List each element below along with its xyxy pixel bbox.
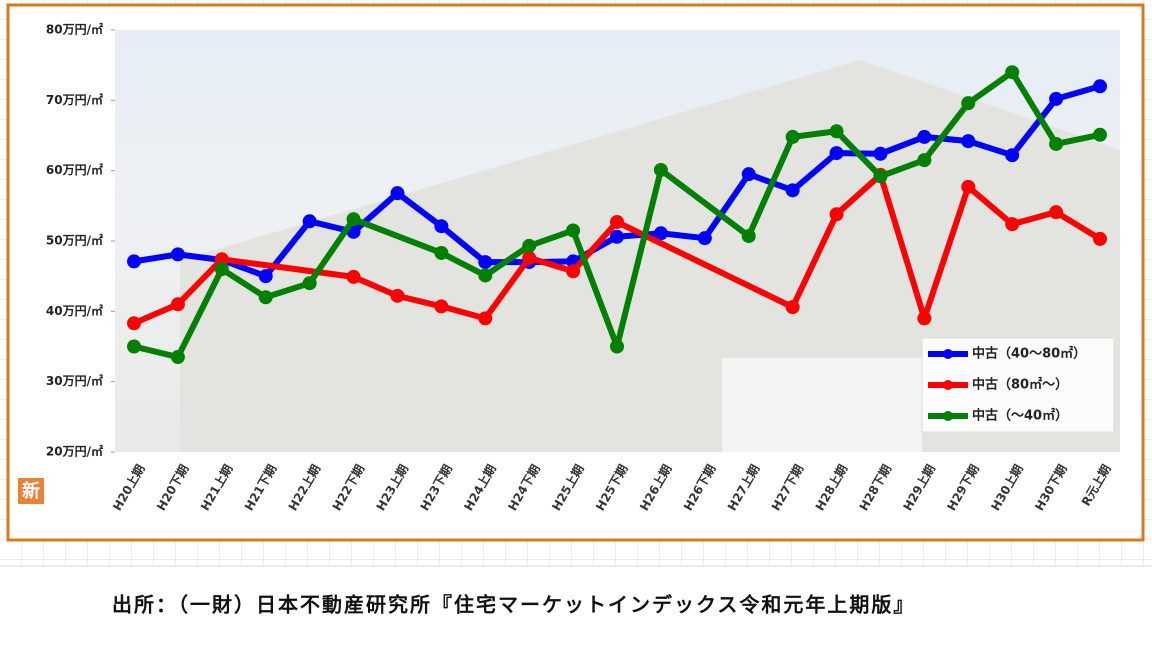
- point: [566, 264, 581, 279]
- point: [127, 316, 141, 331]
- point: [785, 129, 800, 144]
- point: [127, 339, 141, 354]
- source-row: [0, 566, 1152, 648]
- point: [829, 207, 844, 222]
- point: [697, 231, 712, 246]
- point: [1005, 148, 1020, 163]
- point: [1093, 231, 1107, 246]
- y-tick-label: 80万円/㎡: [46, 22, 103, 37]
- point: [873, 169, 888, 184]
- point: [522, 238, 537, 253]
- point: [478, 255, 493, 270]
- badge-bg: [18, 478, 44, 504]
- point: [610, 229, 624, 244]
- point: [1093, 79, 1107, 94]
- point: [258, 290, 273, 305]
- point: [170, 350, 185, 365]
- legend-marker: [943, 411, 953, 421]
- point: [961, 179, 976, 194]
- legend-label: 中古（40～80㎡）: [972, 346, 1086, 362]
- point: [302, 276, 317, 291]
- point: [390, 186, 405, 201]
- gap-connector: [350, 216, 445, 256]
- point: [917, 311, 932, 326]
- point: [522, 250, 537, 265]
- gap-connector: [218, 256, 357, 280]
- point: [829, 124, 844, 139]
- point: [434, 245, 449, 260]
- point: [829, 146, 844, 161]
- point: [917, 153, 932, 168]
- point: [566, 223, 581, 238]
- badge: 新: [22, 480, 40, 502]
- y-tick-label: 40万円/㎡: [46, 303, 103, 318]
- point: [917, 129, 932, 144]
- y-tick-label: 70万円/㎡: [46, 92, 103, 107]
- point: [1049, 136, 1064, 151]
- gap-connector: [657, 166, 752, 240]
- point: [653, 226, 668, 241]
- point: [1005, 217, 1020, 232]
- y-tick-label: 50万円/㎡: [46, 233, 103, 248]
- point: [478, 268, 493, 283]
- y-tick-label: 30万円/㎡: [46, 373, 103, 388]
- point: [390, 288, 405, 303]
- point: [214, 262, 229, 277]
- point: [610, 339, 624, 354]
- point: [127, 254, 141, 269]
- point: [346, 269, 361, 284]
- point: [1005, 65, 1020, 80]
- point: [170, 297, 185, 312]
- legend-marker: [943, 380, 953, 390]
- y-tick-label: 60万円/㎡: [46, 162, 103, 177]
- y-tick-label: 20万円/㎡: [46, 444, 103, 459]
- point: [434, 219, 449, 234]
- point: [170, 247, 185, 262]
- point: [961, 96, 976, 111]
- legend-marker: [943, 349, 953, 359]
- point: [214, 252, 229, 267]
- point: [610, 215, 624, 230]
- point: [1049, 205, 1064, 220]
- source-note: 出所：（一財）日本不動産研究所『住宅マーケットインデックス令和元年上期版』: [112, 593, 915, 617]
- point: [1093, 127, 1107, 142]
- point: [741, 167, 756, 182]
- legend-label: 中古（80㎡～）: [972, 377, 1068, 393]
- point: [961, 134, 976, 149]
- point: [873, 146, 888, 161]
- point: [785, 183, 800, 198]
- point: [653, 162, 668, 177]
- point: [785, 300, 800, 315]
- legend-label: 中古（～40㎡）: [972, 408, 1068, 424]
- point: [478, 311, 493, 326]
- point: [434, 299, 449, 314]
- point: [1049, 91, 1064, 106]
- point: [741, 229, 756, 244]
- point: [302, 214, 317, 229]
- building-wall: [722, 358, 922, 452]
- point: [346, 212, 361, 227]
- point: [258, 269, 273, 284]
